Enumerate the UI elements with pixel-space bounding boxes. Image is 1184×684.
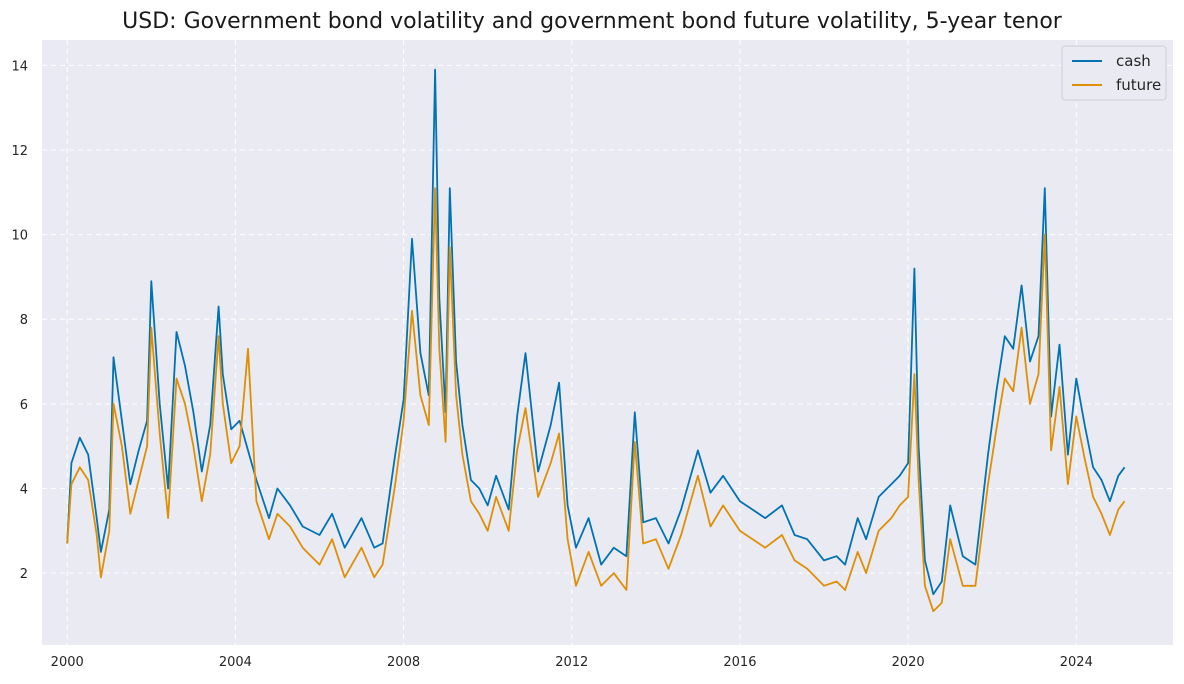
x-tick-label: 2012 <box>555 655 588 670</box>
y-tick-label: 4 <box>20 482 28 497</box>
x-axis-ticks: 2000 2004 2008 2012 2016 2020 2024 <box>51 655 1093 670</box>
x-tick-label: 2008 <box>387 655 420 670</box>
x-tick-label: 2004 <box>219 655 252 670</box>
series-line-future <box>66 187 1126 613</box>
legend-label-cash: cash <box>1116 52 1151 70</box>
y-tick-label: 2 <box>20 567 28 582</box>
gridlines <box>42 40 1173 645</box>
x-tick-label: 2000 <box>51 655 84 670</box>
x-tick-label: 2016 <box>723 655 756 670</box>
plot-area <box>42 40 1173 645</box>
legend: cash future <box>1061 45 1167 101</box>
y-tick-label: 6 <box>20 398 28 413</box>
y-axis-ticks: 2 4 6 8 10 12 14 <box>11 59 28 582</box>
y-tick-label: 12 <box>11 144 28 159</box>
legend-box <box>1061 45 1167 101</box>
y-tick-label: 10 <box>11 229 28 244</box>
y-tick-label: 14 <box>11 59 28 74</box>
x-tick-label: 2020 <box>892 655 925 670</box>
series-layer <box>66 68 1126 613</box>
chart-title: USD: Government bond volatility and gove… <box>122 9 1063 34</box>
x-tick-label: 2024 <box>1060 655 1093 670</box>
legend-label-future: future <box>1116 76 1161 94</box>
y-tick-label: 8 <box>20 313 28 328</box>
series-line-cash <box>66 68 1126 596</box>
